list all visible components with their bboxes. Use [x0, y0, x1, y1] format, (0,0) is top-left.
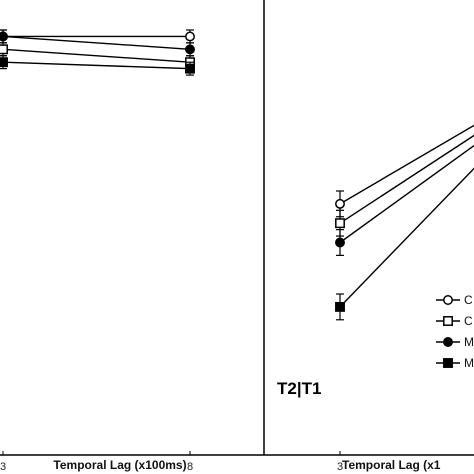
left-series-2-line	[2, 35, 191, 51]
legend-marker-0	[443, 295, 453, 305]
legend-marker-2	[443, 337, 453, 347]
legend-label-0: C	[464, 293, 473, 307]
left-panel-tick-label-1: 8	[187, 461, 193, 473]
legend-marker-1	[443, 316, 453, 326]
left-series-1-point-0	[0, 44, 8, 55]
right-panel-tick-label-0: 3	[337, 461, 343, 473]
right-panel-label: T2|T1	[277, 379, 321, 398]
left-panel: 3 8 Temporal Lag (x100ms)	[0, 29, 264, 473]
left-series-0-point-1	[185, 31, 195, 42]
right-series-2-point-0	[335, 237, 345, 248]
legend-label-2: M	[464, 335, 474, 349]
left-panel-series-group	[0, 29, 195, 76]
left-series-1-line	[2, 48, 191, 63]
left-series-3-line	[2, 61, 191, 70]
left-series-2-point-0	[0, 31, 8, 42]
right-series-3-line	[339, 167, 474, 308]
left-series-2-point-1	[185, 44, 195, 55]
right-series-0-point-0	[335, 198, 345, 209]
left-panel-x-axis-title: Temporal Lag (x100ms)	[53, 458, 186, 472]
right-series-3-point-0	[335, 301, 345, 312]
legend-marker-3	[443, 358, 453, 368]
right-series-1-point-0	[335, 218, 345, 229]
right-panel-x-axis-title: Temporal Lag (x1	[342, 458, 441, 472]
left-series-3-point-1	[185, 63, 195, 74]
legend-label-3: M	[464, 356, 474, 370]
right-series-0-line	[339, 124, 474, 205]
right-series-2-line	[339, 144, 474, 244]
right-panel-series-group	[335, 124, 474, 321]
left-series-3-point-0	[0, 57, 8, 68]
left-panel-tick-label-0: 3	[0, 461, 6, 473]
legend-label-1: C	[464, 314, 473, 328]
right-series-1-line	[339, 134, 474, 224]
